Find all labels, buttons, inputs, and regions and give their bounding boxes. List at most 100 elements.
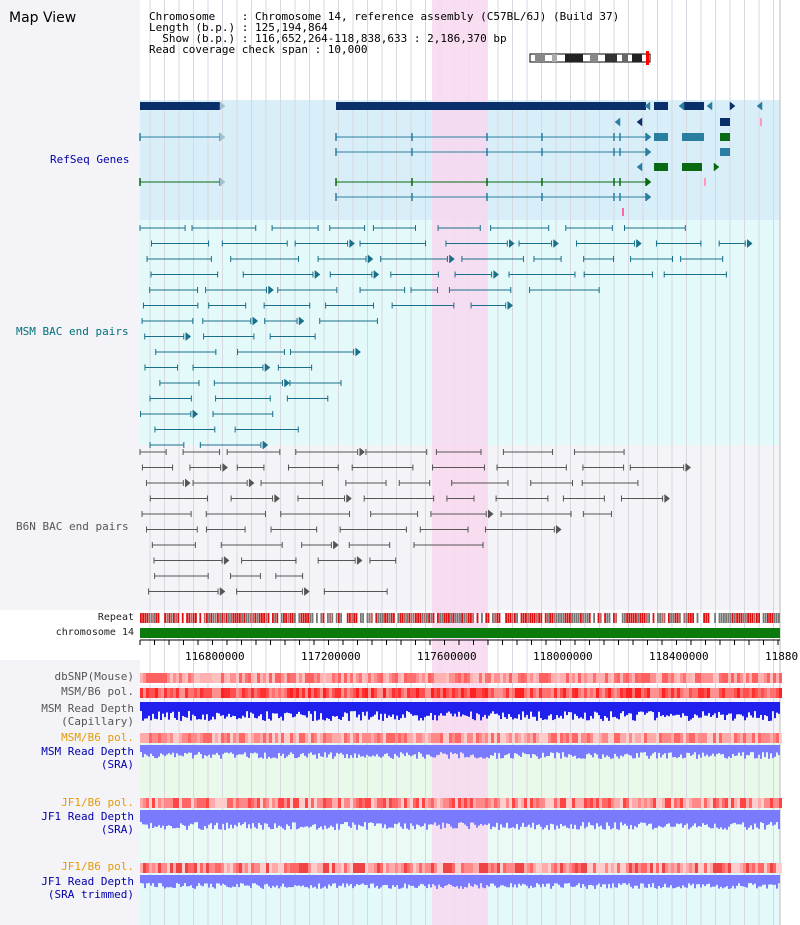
depth-bar <box>468 875 470 884</box>
bac-arrow <box>367 254 374 264</box>
heat-cell <box>203 733 206 743</box>
heat-cell <box>455 798 458 808</box>
msm-b6-pol-label[interactable]: MSM/B6 pol. <box>61 685 134 698</box>
depth-bar <box>264 745 266 753</box>
heat-cell <box>530 688 533 698</box>
depth-bar <box>340 810 342 825</box>
refseq-gene-track[interactable] <box>139 101 763 216</box>
depth-bar <box>548 702 550 716</box>
depth-bar <box>622 875 624 884</box>
heat-cell <box>278 733 281 743</box>
depth-bar <box>664 745 666 754</box>
read-depth-tracks[interactable] <box>140 702 780 889</box>
heat-cell <box>173 673 176 683</box>
depth-bar <box>646 702 648 713</box>
depth-bar <box>160 702 162 720</box>
heat-cell <box>395 863 398 873</box>
depth-bar <box>148 810 150 829</box>
heat-cell <box>170 863 173 873</box>
depth-bar <box>750 875 752 884</box>
heat-cell <box>641 733 644 743</box>
heat-cell <box>623 673 626 683</box>
heat-cell <box>485 733 488 743</box>
chromosome-label[interactable]: chromosome 14 <box>55 627 134 638</box>
depth-bar <box>574 745 576 756</box>
depth-bar <box>608 745 610 757</box>
heat-cell <box>707 863 710 873</box>
depth-bar <box>600 875 602 887</box>
depth-bar <box>408 702 410 713</box>
refseq-genes-label[interactable]: RefSeq Genes <box>50 153 130 166</box>
depth-bar <box>334 745 336 757</box>
repeat-element <box>767 613 769 623</box>
msm-depth-sra-label[interactable]: MSM Read Depth <box>41 745 134 758</box>
depth-bar <box>698 810 700 826</box>
heat-cell <box>350 798 353 808</box>
depth-bar <box>544 810 546 828</box>
depth-bar <box>736 875 738 886</box>
heat-cell <box>362 798 365 808</box>
heat-cell <box>215 688 218 698</box>
dbsnp-label[interactable]: dbSNP(Mouse) <box>54 670 134 683</box>
heat-cell <box>617 798 620 808</box>
heat-cell <box>245 673 248 683</box>
heat-cell <box>701 863 704 873</box>
bac-arrow <box>252 316 259 326</box>
msm-depth-capillary-label[interactable]: MSM Read Depth <box>41 702 134 715</box>
heat-cell <box>338 863 341 873</box>
b6n-bac-end-pairs-track[interactable] <box>139 447 692 597</box>
depth-bar <box>694 875 696 889</box>
depth-bar <box>208 702 210 721</box>
heat-cell <box>581 673 584 683</box>
jf1-depth-sra-label[interactable]: JF1 Read Depth <box>41 810 134 823</box>
heat-cell <box>686 673 689 683</box>
heat-cell <box>740 673 743 683</box>
jf1-b6-pol-2-label[interactable]: JF1/B6 pol. <box>61 860 134 873</box>
heat-cell <box>737 798 740 808</box>
repeat-element <box>538 613 540 623</box>
depth-bar <box>686 702 688 716</box>
jf1-depth-trim-label[interactable]: JF1 Read Depth <box>41 875 134 888</box>
chromosome-bar[interactable] <box>140 628 780 638</box>
depth-bar <box>552 745 554 753</box>
repeat-element <box>544 613 547 623</box>
heat-cell <box>314 733 317 743</box>
depth-bar <box>340 702 342 720</box>
b6n-bac-label[interactable]: B6N BAC end pairs <box>16 520 129 533</box>
repeat-label[interactable]: Repeat <box>97 612 134 623</box>
heat-cell <box>446 863 449 873</box>
strand-arrow <box>713 162 720 172</box>
depth-bar <box>582 810 584 823</box>
depth-bar <box>406 745 408 753</box>
repeat-element <box>747 613 749 623</box>
depth-bar <box>694 745 696 753</box>
depth-bar <box>712 745 714 754</box>
msm-bac-end-pairs-track[interactable] <box>139 225 753 450</box>
msm-b6-pol-2-label[interactable]: MSM/B6 pol. <box>61 731 134 744</box>
depth-bar <box>322 810 324 830</box>
repeat-element <box>529 613 532 623</box>
chromosome-ideogram[interactable] <box>529 51 651 65</box>
heat-cell <box>326 688 329 698</box>
selection-highlight[interactable] <box>432 0 488 925</box>
depth-bar <box>234 810 236 825</box>
heat-cell <box>704 863 707 873</box>
heat-cell <box>197 673 200 683</box>
repeat-element <box>439 613 441 623</box>
repeat-track[interactable] <box>140 613 780 623</box>
heat-cell <box>494 798 497 808</box>
heat-cell <box>614 688 617 698</box>
chromosome-info: Chromosome : Chromosome 14, reference as… <box>149 10 620 23</box>
msm-bac-label[interactable]: MSM BAC end pairs <box>16 325 129 338</box>
heat-cell <box>539 673 542 683</box>
repeat-element <box>190 613 193 623</box>
repeat-element <box>492 613 494 623</box>
depth-bar <box>654 875 656 888</box>
depth-bar <box>416 810 418 825</box>
polymorphism-heat-tracks[interactable] <box>140 673 782 873</box>
depth-bar <box>684 745 686 758</box>
heat-cell <box>605 673 608 683</box>
heat-cell <box>563 673 566 683</box>
jf1-b6-pol-label[interactable]: JF1/B6 pol. <box>61 796 134 809</box>
